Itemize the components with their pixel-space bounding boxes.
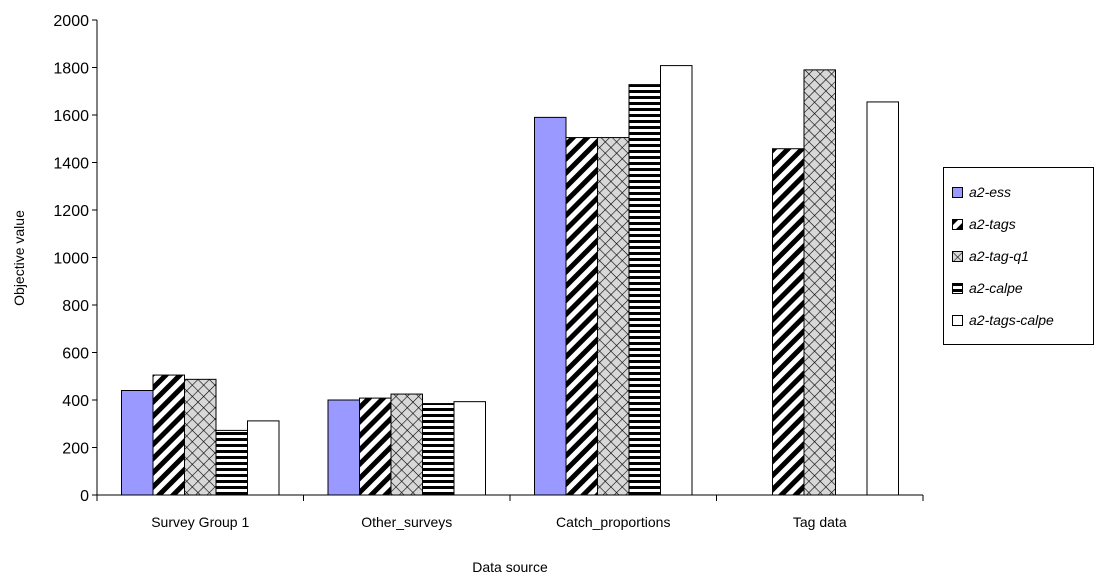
y-tick-label: 800 xyxy=(62,298,89,315)
bar-a2-tag-q1 xyxy=(184,378,217,496)
plot-area: 0 200 400 600 800 1000 1200 1400 1600 1800 2000 Sur… xyxy=(53,13,924,530)
legend-item-a2-ess: a2-ess xyxy=(952,181,1011,203)
x-tick-label: Other_surveys xyxy=(361,514,452,530)
legend-swatch xyxy=(952,186,963,198)
bar-a2-ess xyxy=(121,390,154,496)
bar-a2-tags xyxy=(359,397,392,496)
legend-item-a2-tags: a2-tags xyxy=(952,213,1016,235)
legend-label: a2-ess xyxy=(969,184,1012,200)
y-axis-title: Objective value xyxy=(11,210,27,306)
y-tick-label: 1000 xyxy=(53,251,89,268)
legend-item-a2-tag-q1: a2-tag-q1 xyxy=(952,245,1029,267)
y-tick-label: 400 xyxy=(62,393,89,410)
y-tick-label: 1800 xyxy=(53,61,89,78)
y-tick-label: 2000 xyxy=(53,13,89,30)
legend-swatch xyxy=(952,282,963,294)
legend-label: a2-calpe xyxy=(969,280,1023,296)
bar-a2-ess xyxy=(327,399,360,496)
bar-a2-tag-q1 xyxy=(803,69,836,496)
bar-a2-calpe xyxy=(422,403,455,496)
x-tick-label: Catch_proportions xyxy=(556,514,670,530)
legend-label: a2-tags-calpe xyxy=(969,312,1054,328)
y-tick-label: 200 xyxy=(62,441,89,458)
legend-swatch xyxy=(952,314,963,326)
bar-a2-tags xyxy=(565,137,598,496)
bar-a2-tags-calpe xyxy=(453,401,486,496)
y-tick-label: 1400 xyxy=(53,156,89,173)
y-tick-label: 1200 xyxy=(53,203,89,220)
y-tick-label: 600 xyxy=(62,346,89,363)
bar-a2-tags-calpe xyxy=(866,101,899,496)
legend: a2-ess a2-tags a2-tag-q1 a2-calpe a2-tags-ca… xyxy=(943,167,1094,345)
bar-a2-tag-q1 xyxy=(597,137,630,496)
bar-a2-tags xyxy=(772,148,805,496)
x-axis-title: Data source xyxy=(472,559,548,575)
y-tick-label: 1600 xyxy=(53,108,89,125)
bar-a2-tags-calpe xyxy=(247,420,280,496)
legend-label: a2-tag-q1 xyxy=(969,248,1029,264)
bar-a2-ess xyxy=(534,116,567,496)
bar-a2-tag-q1 xyxy=(390,393,423,496)
legend-label: a2-tags xyxy=(969,216,1016,232)
bar-a2-tags-calpe xyxy=(660,65,693,496)
bar-a2-calpe xyxy=(628,84,661,496)
legend-swatch xyxy=(952,218,963,230)
bar-a2-tags xyxy=(152,374,185,496)
y-tick-label: 0 xyxy=(80,488,89,505)
x-tick-label: Tag data xyxy=(793,514,847,530)
x-tick-label: Survey Group 1 xyxy=(151,514,249,530)
legend-item-a2-calpe: a2-calpe xyxy=(952,277,1023,299)
legend-swatch xyxy=(952,250,963,262)
legend-item-a2-tags-calpe: a2-tags-calpe xyxy=(952,309,1054,331)
bar-a2-calpe xyxy=(215,429,248,496)
